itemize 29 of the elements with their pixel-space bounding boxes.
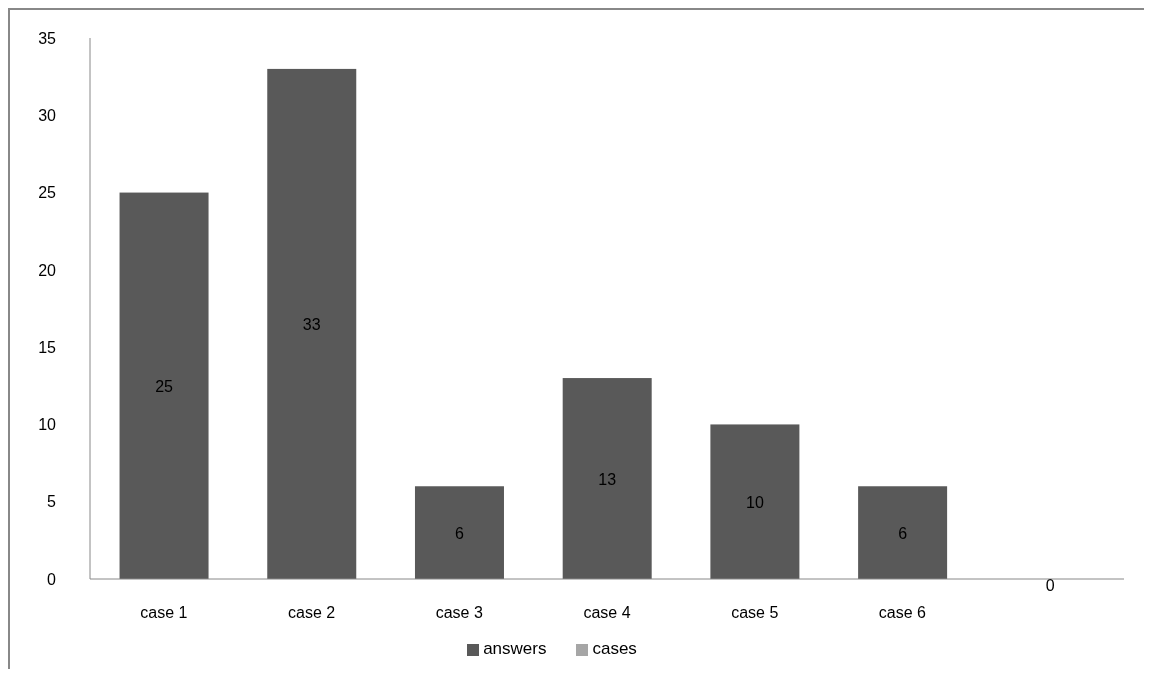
y-tick-label: 20 [38, 261, 57, 279]
data-label: 33 [302, 315, 321, 333]
legend-label: cases [592, 639, 637, 658]
bar [710, 424, 800, 579]
y-tick-label: 5 [47, 493, 57, 511]
data-label: 6 [898, 524, 908, 542]
data-label: 6 [455, 524, 465, 542]
bar [414, 486, 504, 579]
data-label: 10 [746, 493, 764, 511]
x-tick-label: case 3 [435, 604, 483, 622]
y-tick-label: 15 [38, 338, 57, 356]
x-tick-label: case 6 [878, 604, 927, 622]
bar [267, 68, 357, 579]
y-tick-label: 0 [47, 570, 57, 588]
data-label: 25 [155, 377, 174, 395]
y-tick-label: 10 [38, 416, 57, 434]
legend-label: answers [483, 639, 547, 658]
x-tick-label: case 1 [140, 604, 188, 622]
data-label: 0 [1045, 577, 1055, 594]
bar [562, 378, 652, 579]
bar [858, 486, 948, 579]
y-tick-label: 35 [38, 29, 57, 47]
y-tick-label: 30 [38, 106, 57, 124]
bar [119, 192, 209, 579]
data-label: 13 [598, 470, 617, 488]
x-tick-label: case 5 [731, 604, 779, 622]
y-tick-label: 25 [38, 184, 57, 202]
x-tick-label: case 2 [288, 604, 336, 622]
x-tick-label: case 4 [583, 604, 631, 622]
